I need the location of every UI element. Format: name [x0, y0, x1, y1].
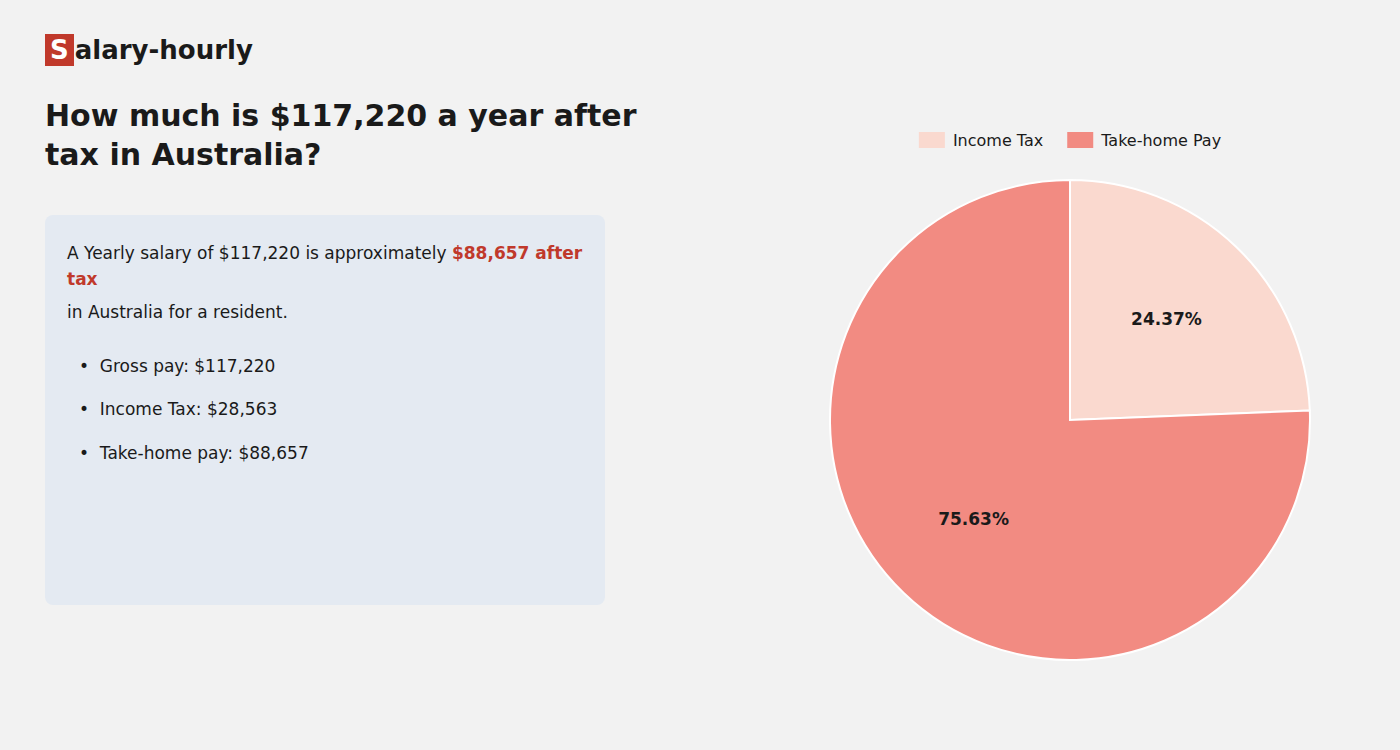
- bullet-item: • Take-home pay: $88,657: [79, 441, 583, 467]
- bullet-list: • Gross pay: $117,220 • Income Tax: $28,5…: [67, 354, 583, 467]
- data-label: 24.37%: [1131, 309, 1202, 329]
- logo-rest: alary-hourly: [75, 35, 253, 65]
- data-labels: 24.37% 75.63%: [938, 309, 1202, 530]
- summary-suffix: in Australia for a resident.: [67, 300, 583, 326]
- legend-item: Take-home Pay: [1067, 131, 1221, 150]
- legend: Income Tax Take-home Pay: [919, 131, 1221, 150]
- text-panel: Salary-hourly How much is $117,220 a year…: [45, 0, 685, 750]
- bullet-item: • Income Tax: $28,563: [79, 397, 583, 423]
- legend-label: Take-home Pay: [1100, 131, 1221, 150]
- summary-prefix: A Yearly salary of $117,220 is approxima…: [67, 243, 452, 263]
- summary: A Yearly salary of $117,220 is approxima…: [67, 241, 583, 292]
- legend-swatch: [919, 132, 945, 148]
- bullet-item: • Gross pay: $117,220: [79, 354, 583, 380]
- data-label: 75.63%: [938, 509, 1009, 529]
- logo-initial: S: [45, 34, 74, 66]
- pie-slice: [830, 180, 1310, 660]
- legend-item: Income Tax: [919, 131, 1043, 150]
- pie-slice: [1070, 180, 1310, 420]
- chart: 24.37% 75.63% Income Tax Take-home Pay: [0, 0, 1400, 750]
- pie: [830, 180, 1310, 660]
- legend-swatch: [1067, 132, 1093, 148]
- legend-label: Income Tax: [953, 131, 1043, 150]
- logo: Salary-hourly: [45, 34, 253, 66]
- info-box: A Yearly salary of $117,220 is approxima…: [45, 215, 605, 605]
- title: How much is $117,220 a year after tax in…: [45, 96, 685, 174]
